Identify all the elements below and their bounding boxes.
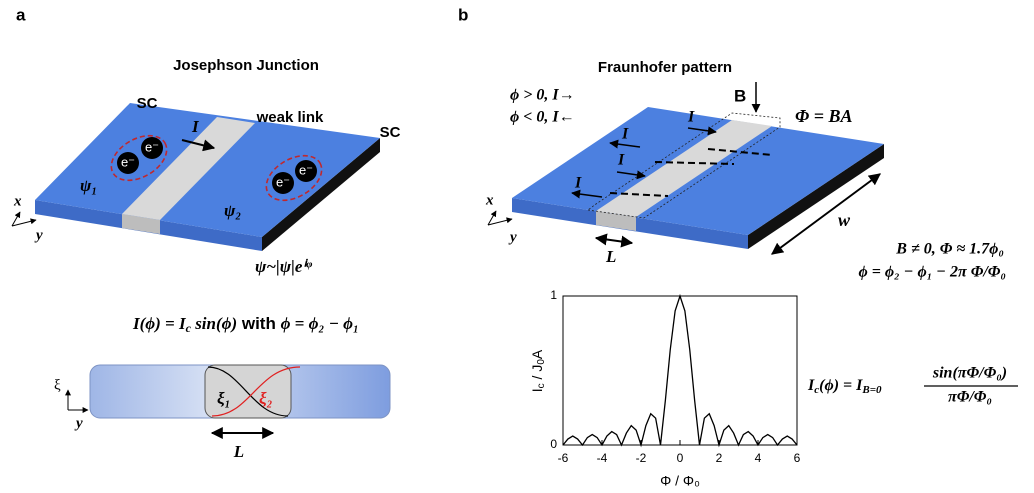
- y-tick-label: 0: [550, 437, 557, 451]
- current-label: I: [574, 175, 582, 192]
- formula-subscript: B=0: [861, 384, 882, 396]
- junction-profile: ξ₁ ξ₂ L ξ y: [54, 365, 390, 461]
- length-label: L: [233, 442, 244, 461]
- data-line: [563, 296, 797, 445]
- xi-label: ξ₁: [217, 389, 231, 408]
- panel-label: b: [458, 5, 468, 24]
- current-label: I: [621, 126, 629, 143]
- sc-label: SC: [137, 95, 158, 112]
- field-label: B: [734, 86, 746, 105]
- page: {"panel_a": { "label": "a", "title": "Jo…: [0, 0, 1034, 493]
- josephson-relation: I(ϕ) = Ic sin(ϕ) with ϕ = ϕ₂ − ϕ₁: [132, 314, 359, 335]
- length-label: L: [605, 247, 616, 266]
- wavefunction: ψ~|ψ|eⁱᵠ: [255, 257, 312, 276]
- axis-label: y: [34, 227, 43, 243]
- psi-label: ψ₂: [224, 201, 241, 220]
- figure: a Josephson Junction SC weak link SC I e…: [0, 0, 1034, 493]
- x-tick-label: 0: [677, 451, 684, 465]
- y-tick-label: 1: [550, 288, 557, 302]
- formula-part: with: [237, 314, 280, 333]
- formula-part: (ϕ) = I: [819, 377, 863, 394]
- formula-part: I(ϕ) = I: [132, 314, 187, 333]
- width-label: w: [838, 210, 851, 230]
- x-tick-label: 6: [794, 451, 801, 465]
- weak-link-label: weak link: [256, 109, 324, 126]
- x-tick-label: -4: [597, 451, 608, 465]
- panel-title: Fraunhofer pattern: [598, 59, 732, 76]
- junction-slab: [512, 107, 884, 249]
- formula-part: ϕ = ϕ₂ − ϕ₁: [281, 314, 359, 333]
- label-part: A: [529, 349, 545, 359]
- sc-label: SC: [380, 124, 401, 141]
- electron-label: e⁻: [145, 139, 159, 154]
- formula-numerator: sin(πΦ/Φ₀): [932, 365, 1007, 382]
- formula-denominator: πΦ/Φ₀: [948, 389, 992, 406]
- phase-relation: ϕ = ϕ₂ − ϕ₁ − 2π Φ/Φ₀: [859, 264, 1006, 281]
- fraunhofer-plot: Ic / J0A Φ / Φ₀ -6 -4 -2 0 2 4 6 0 1: [529, 288, 801, 489]
- plot-frame: [563, 296, 797, 445]
- x-tick-label: -2: [636, 451, 647, 465]
- panel-title: Josephson Junction: [173, 57, 319, 74]
- condition: ϕ < 0, I←: [510, 109, 575, 126]
- x-tick-label: -6: [558, 451, 569, 465]
- current-label: I: [687, 109, 695, 126]
- panel-label: a: [16, 5, 26, 24]
- flux-value: B ≠ 0, Φ ≈ 1.7ϕ₀: [895, 241, 1004, 258]
- label-part: / J: [529, 365, 545, 384]
- electron-label: e⁻: [299, 162, 313, 177]
- flux-label: Φ = BA: [795, 106, 852, 126]
- x-axis-label: Φ / Φ₀: [660, 473, 700, 489]
- electron-label: e⁻: [121, 154, 135, 169]
- axis-label: y: [74, 415, 83, 431]
- condition: ϕ > 0, I→: [510, 87, 575, 104]
- xi-label: ξ₂: [259, 389, 273, 408]
- length-arrow: [596, 238, 632, 243]
- formula-part: sin(ϕ): [191, 314, 237, 333]
- current-label: I: [617, 152, 625, 169]
- electron-label: e⁻: [276, 174, 290, 189]
- x-tick-label: 4: [755, 451, 762, 465]
- x-tick-label: 2: [716, 451, 723, 465]
- fraunhofer-formula: Ic(ϕ) = IB=0 sin(πΦ/Φ₀) πΦ/Φ₀: [807, 365, 1018, 406]
- formula-lhs: Ic(ϕ) = IB=0: [807, 377, 882, 396]
- axis-label: y: [508, 229, 517, 245]
- psi-label: ψ₁: [80, 176, 97, 195]
- axis-label: ξ: [54, 377, 61, 393]
- axis-label: x: [485, 192, 494, 208]
- axis-label: x: [13, 193, 22, 209]
- y-axis-label: Ic / J0A: [529, 349, 547, 392]
